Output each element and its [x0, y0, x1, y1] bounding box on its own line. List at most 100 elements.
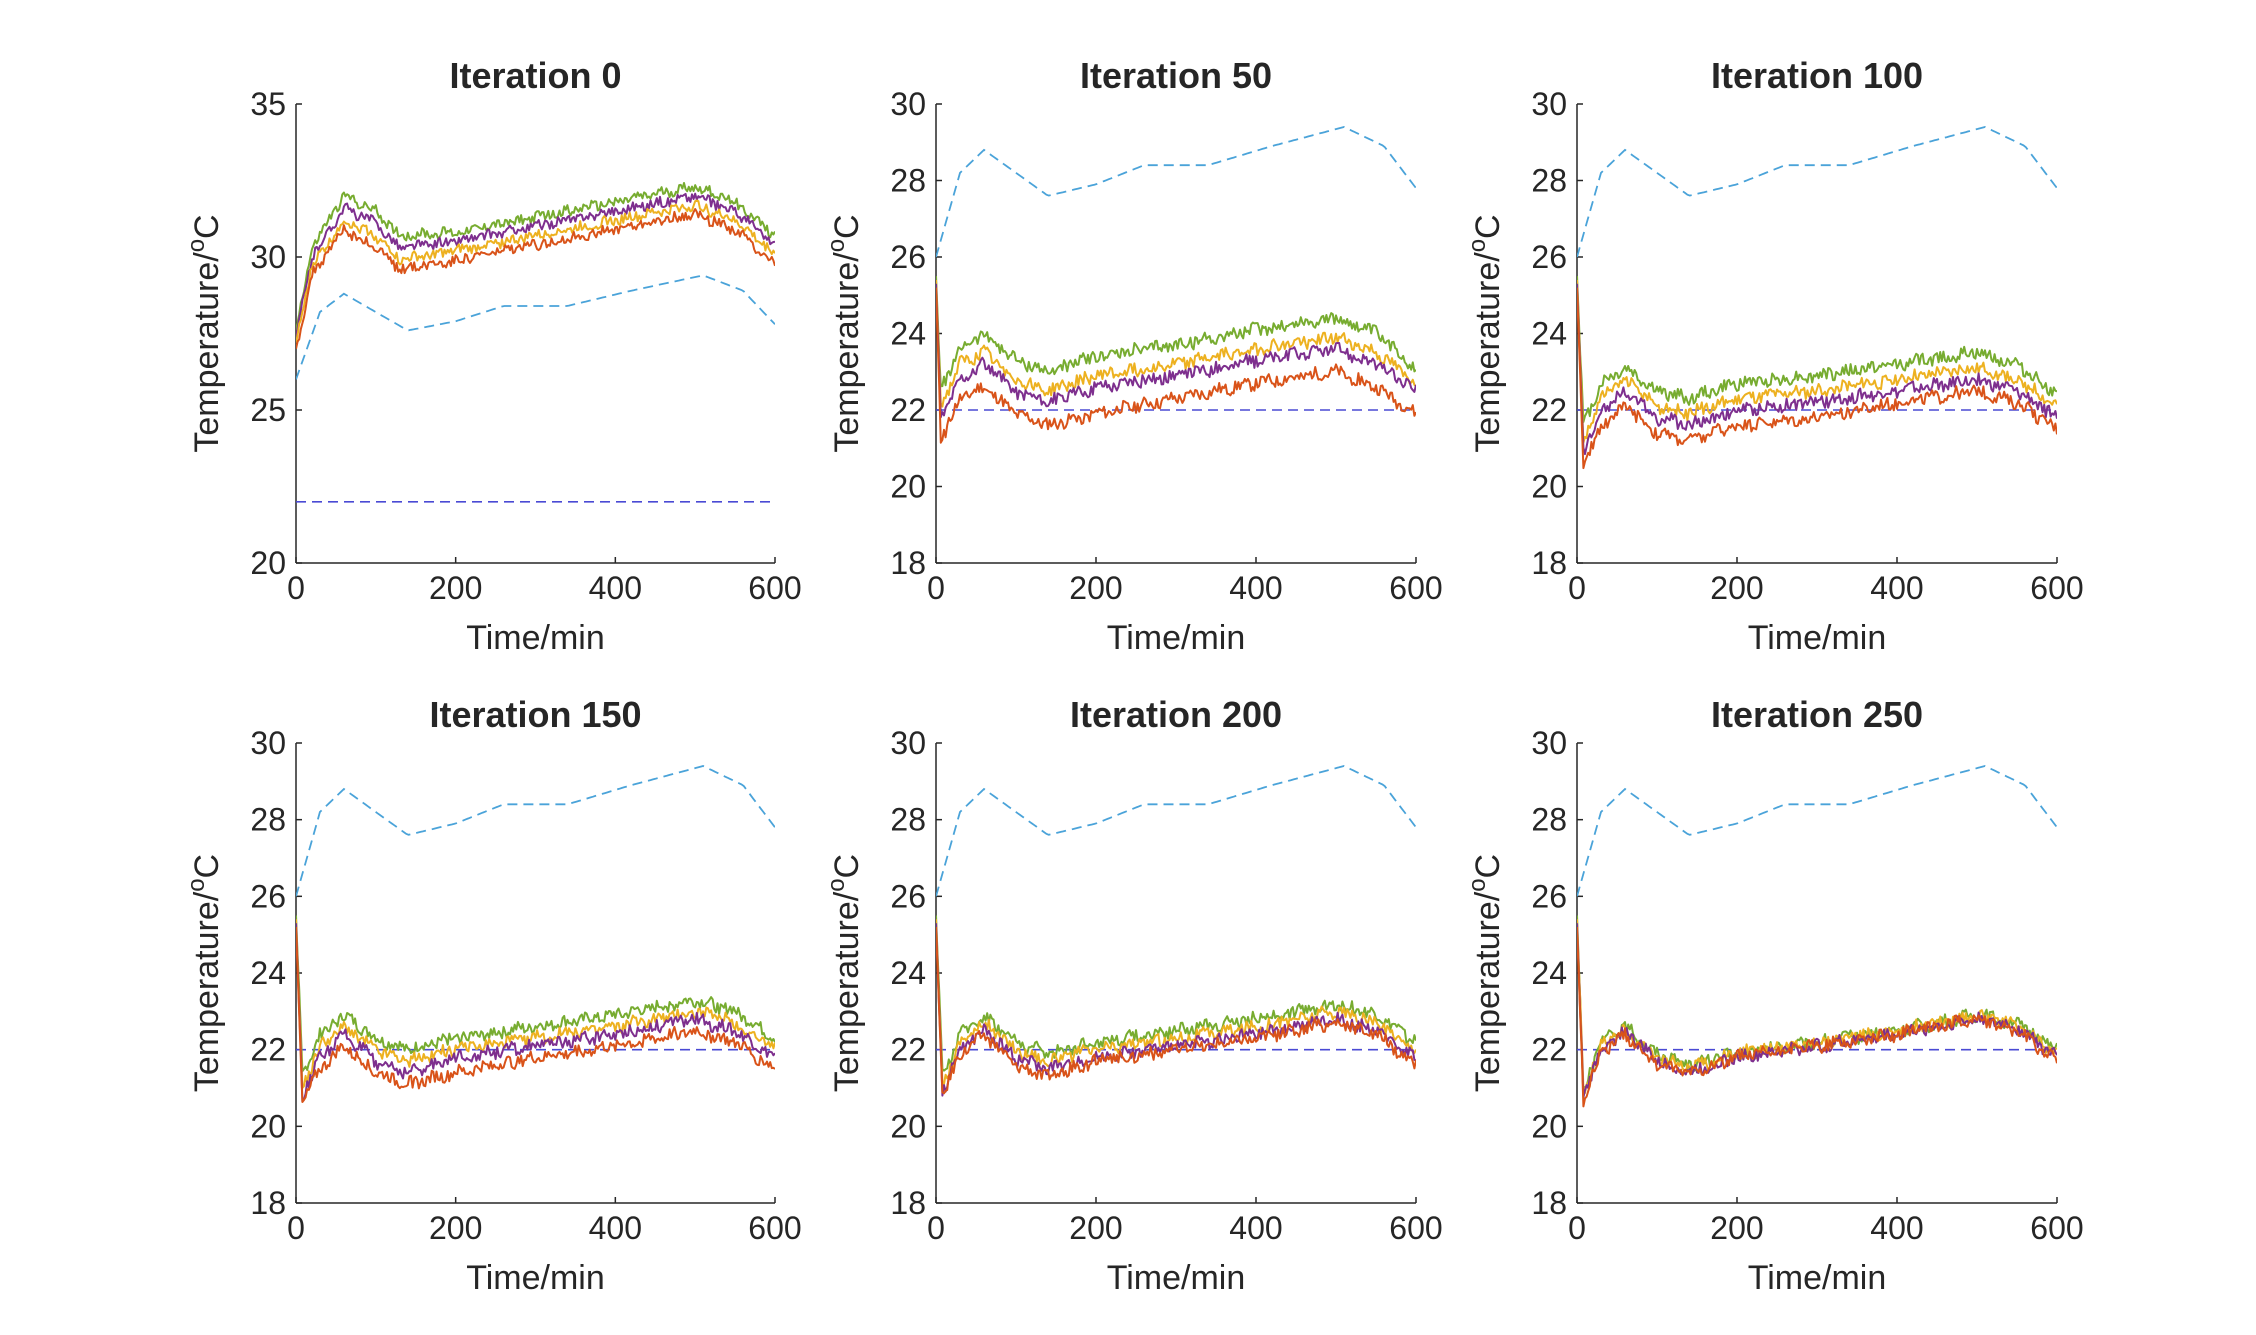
zone-series-line — [296, 208, 775, 350]
y-tick-label: 18 — [890, 545, 926, 581]
zone-series-line — [296, 182, 775, 331]
y-axis-label-unit: C — [188, 214, 226, 239]
plot-area — [1577, 126, 2057, 470]
zone-series-line — [296, 192, 775, 337]
panel-title: Iteration 250 — [1711, 694, 1923, 735]
outdoor-temperature-line — [936, 765, 1416, 897]
y-tick-label: 20 — [1531, 1108, 1567, 1144]
x-tick-label: 400 — [1229, 570, 1282, 606]
x-tick-label: 200 — [1710, 570, 1763, 606]
y-axis-label: Temperature/oC — [823, 214, 866, 452]
y-tick-label: 22 — [250, 1032, 286, 1068]
panel-title: Iteration 0 — [449, 55, 621, 96]
y-axis-label-unit: C — [828, 214, 866, 239]
plot-area — [936, 126, 1416, 444]
plot-area — [296, 182, 775, 503]
zone-series-line — [1577, 919, 2057, 1094]
y-tick-label: 20 — [890, 469, 926, 505]
x-tick-label: 400 — [1870, 1210, 1923, 1246]
y-tick-label: 30 — [1531, 86, 1567, 122]
x-tick-label: 400 — [1870, 570, 1923, 606]
zone-series-line — [936, 283, 1416, 419]
y-tick-label: 30 — [250, 725, 286, 761]
y-tick-label: 20 — [250, 1108, 286, 1144]
zone-series-line — [296, 926, 775, 1103]
zone-series-line — [936, 276, 1416, 388]
x-axis-label: Time/min — [466, 1259, 605, 1297]
y-axis-label-text: Temperature/ — [188, 891, 226, 1092]
y-tick-label: 18 — [250, 1185, 286, 1221]
y-tick-label: 20 — [250, 545, 286, 581]
y-tick-label: 20 — [1531, 469, 1567, 505]
plot-area — [1577, 765, 2057, 1108]
panel-title: Iteration 150 — [429, 694, 641, 735]
zone-series-line — [1577, 276, 2057, 423]
y-tick-label: 26 — [1531, 239, 1567, 275]
x-tick-label: 200 — [1069, 1210, 1122, 1246]
y-axis-label: Temperature/oC — [183, 854, 226, 1092]
y-tick-label: 28 — [890, 802, 926, 838]
y-axis-label-sup: o — [183, 878, 210, 891]
outdoor-temperature-line — [296, 274, 775, 380]
zone-series-line — [1577, 279, 2057, 444]
x-axis-label: Time/min — [466, 619, 605, 657]
x-tick-label: 600 — [2030, 1210, 2083, 1246]
y-tick-label: 22 — [1531, 392, 1567, 428]
panel-title: Iteration 200 — [1070, 694, 1282, 735]
y-tick-label: 35 — [250, 86, 286, 122]
panel-1: Iteration 50 0 200 400 600 18 20 22 24 26 28 30 Time… — [823, 55, 1443, 657]
outdoor-temperature-line — [296, 765, 775, 897]
x-tick-label: 600 — [748, 1210, 801, 1246]
x-tick-label: 200 — [1710, 1210, 1763, 1246]
y-axis-label-sup: o — [823, 878, 850, 891]
zone-series-line — [936, 926, 1416, 1095]
x-tick-label: 600 — [1389, 1210, 1442, 1246]
y-axis-label-unit: C — [828, 854, 866, 879]
y-tick-label: 24 — [1531, 316, 1567, 352]
zone-series-line — [1577, 915, 2057, 1096]
zone-series-line — [296, 915, 775, 1073]
x-axis-label: Time/min — [1107, 619, 1246, 657]
outdoor-temperature-line — [936, 126, 1416, 258]
x-tick-label: 400 — [589, 1210, 642, 1246]
x-tick-label: 600 — [1389, 570, 1442, 606]
panel-3: Iteration 150 0 200 400 600 18 20 22 24 26 28 30 Tim… — [183, 694, 802, 1297]
x-tick-label: 0 — [927, 570, 945, 606]
plot-area — [296, 765, 775, 1103]
x-tick-label: 0 — [287, 570, 305, 606]
zone-series-line — [1577, 287, 2057, 470]
y-tick-label: 24 — [890, 955, 926, 991]
x-tick-label: 0 — [927, 1210, 945, 1246]
panel-title: Iteration 100 — [1711, 55, 1923, 96]
y-tick-label: 25 — [250, 392, 286, 428]
y-axis-label-unit: C — [1469, 214, 1507, 239]
y-tick-label: 22 — [890, 1032, 926, 1068]
x-tick-label: 600 — [748, 570, 801, 606]
zone-series-line — [936, 919, 1416, 1085]
panel-0: Iteration 0 0 200 400 600 20 25 30 35 Time/min Tem… — [183, 55, 802, 657]
zone-series-line — [936, 287, 1416, 444]
y-axis-label-text: Temperature/ — [1469, 891, 1507, 1092]
x-tick-label: 0 — [1568, 570, 1586, 606]
x-axis-label: Time/min — [1107, 1259, 1246, 1297]
y-tick-label: 22 — [890, 392, 926, 428]
y-tick-label: 18 — [890, 1185, 926, 1221]
x-tick-label: 600 — [2030, 570, 2083, 606]
x-tick-label: 200 — [1069, 570, 1122, 606]
zone-series-line — [1577, 283, 2057, 456]
x-axis-label: Time/min — [1748, 619, 1887, 657]
y-tick-label: 24 — [1531, 955, 1567, 991]
x-tick-label: 400 — [589, 570, 642, 606]
zone-series-line — [1577, 923, 2057, 1099]
panel-4: Iteration 200 0 200 400 600 18 20 22 24 26 28 30 Tim… — [823, 694, 1443, 1297]
x-tick-label: 200 — [429, 570, 482, 606]
y-axis-label-text: Temperature/ — [188, 252, 226, 453]
y-axis-label-sup: o — [823, 239, 850, 252]
x-tick-label: 400 — [1229, 1210, 1282, 1246]
x-tick-label: 0 — [1568, 1210, 1586, 1246]
y-tick-label: 24 — [890, 316, 926, 352]
y-tick-label: 26 — [1531, 878, 1567, 914]
y-tick-label: 26 — [890, 239, 926, 275]
zone-series-line — [936, 279, 1416, 408]
